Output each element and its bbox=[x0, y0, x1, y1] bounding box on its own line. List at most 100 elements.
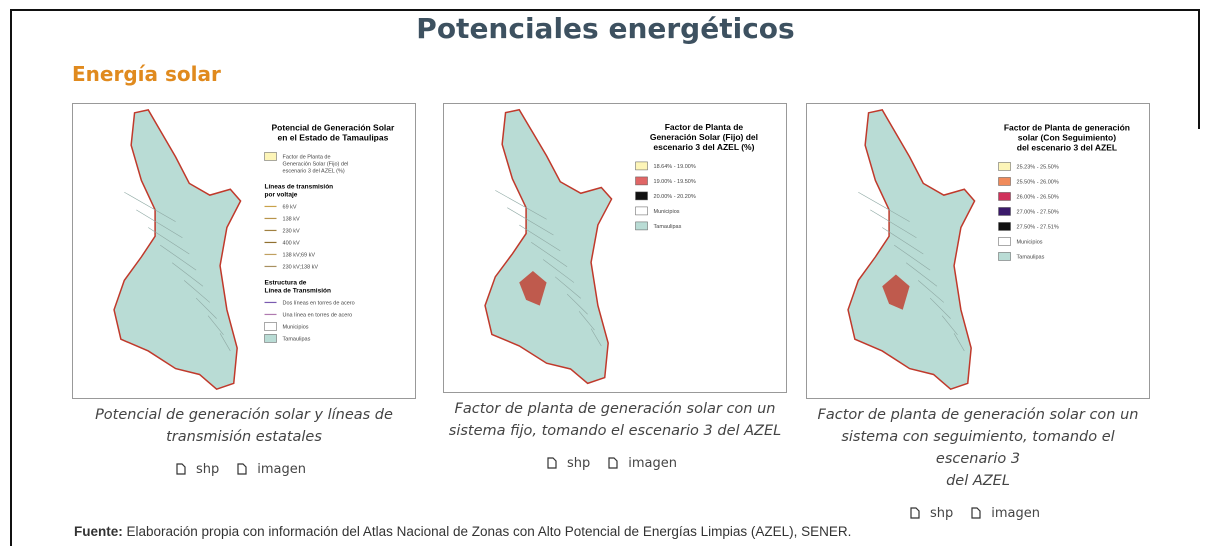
legend-label: 138 kV;69 kV bbox=[283, 252, 316, 258]
legend-label: Generación Solar (Fijo) del bbox=[283, 161, 349, 167]
caption: Factor de planta de generación solar con… bbox=[443, 398, 787, 442]
legend-swatch bbox=[636, 192, 648, 200]
legend-swatch bbox=[265, 334, 277, 342]
download-link[interactable]: shp bbox=[176, 462, 225, 477]
download-link[interactable]: shp bbox=[547, 456, 596, 471]
legend-label: 25.50% - 26.00% bbox=[1017, 179, 1059, 185]
file-icon bbox=[237, 463, 247, 475]
map-title: Factor de Planta de generación bbox=[1004, 122, 1130, 132]
legend-swatch bbox=[999, 177, 1011, 185]
link-text: imagen bbox=[628, 456, 677, 471]
legend-label: Factor de Planta de bbox=[283, 154, 331, 160]
caption-line: del AZEL bbox=[806, 470, 1150, 492]
link-text: shp bbox=[567, 456, 590, 471]
legend-heading: Estructura de bbox=[265, 279, 307, 286]
legend-swatch bbox=[636, 177, 648, 185]
section-title: Energía solar bbox=[72, 62, 221, 86]
file-icon bbox=[910, 507, 920, 519]
legend-label: Municipios bbox=[283, 324, 309, 330]
file-icon-shape bbox=[177, 464, 185, 474]
caption-line: Factor de planta de generación solar con… bbox=[443, 398, 787, 420]
frame bbox=[10, 9, 12, 546]
link-text: shp bbox=[196, 462, 219, 477]
legend-label: 18.64% - 19.00% bbox=[654, 164, 696, 170]
file-icon-shape bbox=[972, 508, 980, 518]
legend-swatch bbox=[999, 252, 1011, 260]
legend-heading: Línea de Transmisión bbox=[265, 287, 331, 294]
link-text: shp bbox=[930, 506, 953, 521]
file-icon bbox=[176, 463, 186, 475]
download-link[interactable]: shp bbox=[910, 506, 959, 521]
legend-label: Municipios bbox=[654, 209, 680, 215]
legend-label: Tamaulipas bbox=[654, 224, 682, 230]
footer-text: Elaboración propia con información del A… bbox=[123, 524, 852, 539]
page: Potenciales energéticos Energía solar Po… bbox=[0, 0, 1211, 546]
caption: Factor de planta de generación solar con… bbox=[806, 404, 1150, 492]
footer-label: Fuente: bbox=[74, 524, 123, 539]
caption-line: sistema fijo, tomando el escenario 3 del… bbox=[443, 420, 787, 442]
legend-swatch bbox=[636, 207, 648, 215]
file-icon bbox=[971, 507, 981, 519]
download-links: shp imagen bbox=[72, 462, 416, 477]
link-text: imagen bbox=[991, 506, 1040, 521]
map-title: en el Estado de Tamaulipas bbox=[277, 132, 388, 142]
legend-label: 27.00% - 27.50% bbox=[1017, 209, 1059, 215]
legend-swatch bbox=[265, 322, 277, 330]
card: Potencial de Generación Solaren el Estad… bbox=[72, 103, 416, 477]
caption-line: sistema con seguimiento, tomando el esce… bbox=[806, 426, 1150, 470]
legend-label: Tamaulipas bbox=[1017, 254, 1045, 260]
map-title: Factor de Planta de bbox=[665, 122, 744, 132]
legend-swatch bbox=[999, 207, 1011, 215]
legend-label: 69 kV bbox=[283, 204, 297, 210]
file-icon bbox=[608, 457, 618, 469]
footer: Fuente: Elaboración propia con informaci… bbox=[74, 524, 851, 539]
map-title: solar (Con Seguimiento) bbox=[1018, 132, 1116, 142]
caption-line: Factor de planta de generación solar con… bbox=[806, 404, 1150, 426]
map-title: Generación Solar (Fijo) del bbox=[650, 132, 758, 142]
legend-label: escenario 3 del AZEL (%) bbox=[283, 168, 345, 174]
legend-swatch bbox=[999, 237, 1011, 245]
download-link[interactable]: imagen bbox=[237, 462, 312, 477]
download-links: shp imagen bbox=[443, 456, 787, 471]
state-shape bbox=[848, 110, 975, 389]
map-title: escenario 3 del AZEL (%) bbox=[653, 142, 754, 152]
legend-heading: Líneas de transmisión bbox=[265, 183, 334, 190]
caption-line: Potencial de generación solar y líneas d… bbox=[72, 404, 416, 426]
legend-label: 138 kV bbox=[283, 216, 300, 222]
download-link[interactable]: imagen bbox=[971, 506, 1046, 521]
state-shape bbox=[114, 110, 241, 389]
legend-swatch bbox=[636, 162, 648, 170]
legend-swatch bbox=[265, 152, 277, 160]
legend-label: 230 kV bbox=[283, 228, 300, 234]
file-icon-shape bbox=[911, 508, 919, 518]
file-icon bbox=[547, 457, 557, 469]
legend-label: 19.00% - 19.50% bbox=[654, 179, 696, 185]
legend-label: Una línea en torres de acero bbox=[283, 312, 353, 318]
legend-label: 400 kV bbox=[283, 240, 300, 246]
legend-swatch bbox=[999, 192, 1011, 200]
legend-swatch bbox=[636, 222, 648, 230]
map-image: Potencial de Generación Solaren el Estad… bbox=[72, 103, 416, 399]
legend-swatch bbox=[999, 222, 1011, 230]
map-title: Potencial de Generación Solar bbox=[272, 122, 396, 132]
download-links: shp imagen bbox=[806, 506, 1150, 521]
legend-label: 27.50% - 27.51% bbox=[1017, 224, 1059, 230]
legend-label: 20.00% - 20.20% bbox=[654, 194, 696, 200]
card: Factor de Planta deGeneración Solar (Fij… bbox=[443, 103, 787, 471]
legend-label: 230 kV;138 kV bbox=[283, 264, 319, 270]
legend-label: 25.23% - 25.50% bbox=[1017, 164, 1059, 170]
legend-label: Municipios bbox=[1017, 239, 1043, 245]
legend-label: Dos líneas en torres de acero bbox=[283, 300, 355, 306]
file-icon-shape bbox=[548, 458, 556, 468]
download-link[interactable]: imagen bbox=[608, 456, 683, 471]
caption-line: transmisión estatales bbox=[72, 426, 416, 448]
frame bbox=[10, 9, 1200, 11]
legend-heading: por voltaje bbox=[265, 191, 298, 198]
legend-label: 26.00% - 26.50% bbox=[1017, 194, 1059, 200]
file-icon-shape bbox=[609, 458, 617, 468]
file-icon-shape bbox=[238, 464, 246, 474]
caption: Potencial de generación solar y líneas d… bbox=[72, 404, 416, 448]
